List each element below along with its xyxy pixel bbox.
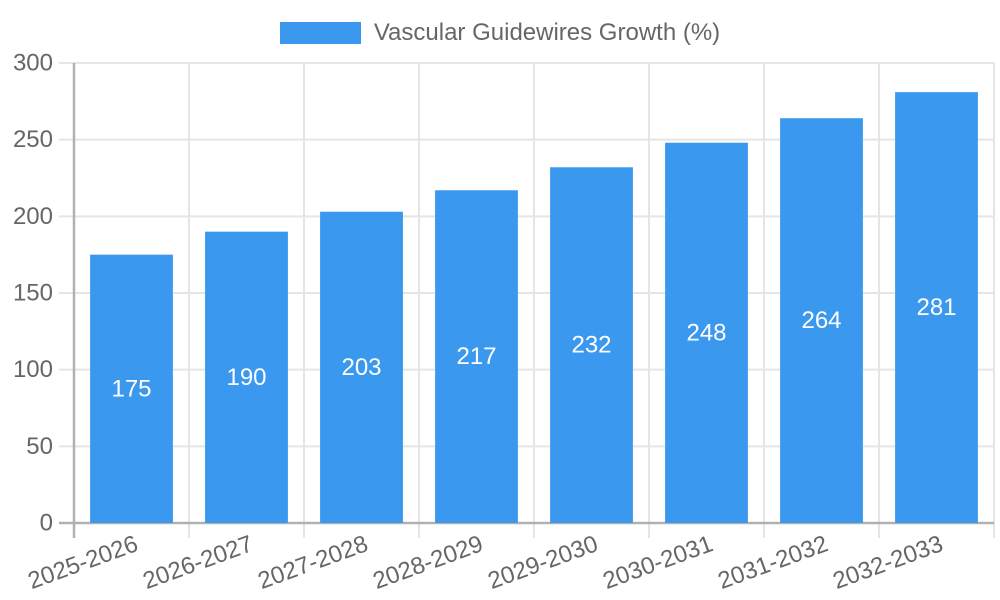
x-tick-label: 2026-2027 <box>139 530 256 595</box>
legend-label[interactable]: Vascular Guidewires Growth (%) <box>373 19 721 46</box>
x-tick-label: 2027-2028 <box>254 530 371 595</box>
y-tick-label: 200 <box>13 203 53 230</box>
x-tick-label: 2030-2031 <box>599 530 716 595</box>
bar[interactable] <box>665 142 748 523</box>
bar-value-label: 264 <box>801 307 841 334</box>
y-tick-label: 250 <box>13 126 53 153</box>
x-tick-label: 2028-2029 <box>369 530 486 595</box>
y-tick-label: 300 <box>13 50 53 77</box>
x-tick-label: 2025-2026 <box>24 530 141 595</box>
y-tick-label: 150 <box>13 280 53 307</box>
y-tick-label: 0 <box>40 510 53 537</box>
x-tick-label: 2031-2032 <box>714 530 831 595</box>
bar[interactable] <box>550 167 633 523</box>
bar-value-label: 190 <box>226 364 266 391</box>
bar[interactable] <box>90 254 173 523</box>
legend[interactable]: Vascular Guidewires Growth (%) <box>0 19 1000 47</box>
bar[interactable] <box>895 92 978 523</box>
bar[interactable] <box>205 231 288 523</box>
bar-value-label: 175 <box>111 375 151 402</box>
bar-value-label: 217 <box>456 343 496 370</box>
x-tick-label: 2029-2030 <box>484 530 601 595</box>
bar[interactable] <box>435 190 518 523</box>
legend-swatch[interactable] <box>279 22 361 44</box>
y-tick-label: 50 <box>26 433 53 460</box>
bar[interactable] <box>320 211 403 523</box>
bar-value-label: 281 <box>916 294 956 321</box>
bar-value-label: 232 <box>571 332 611 359</box>
bar[interactable] <box>780 118 863 523</box>
x-tick-label: 2032-2033 <box>829 530 946 595</box>
bar-value-label: 248 <box>686 319 726 346</box>
y-tick-label: 100 <box>13 356 53 383</box>
bar-value-label: 203 <box>341 354 381 381</box>
